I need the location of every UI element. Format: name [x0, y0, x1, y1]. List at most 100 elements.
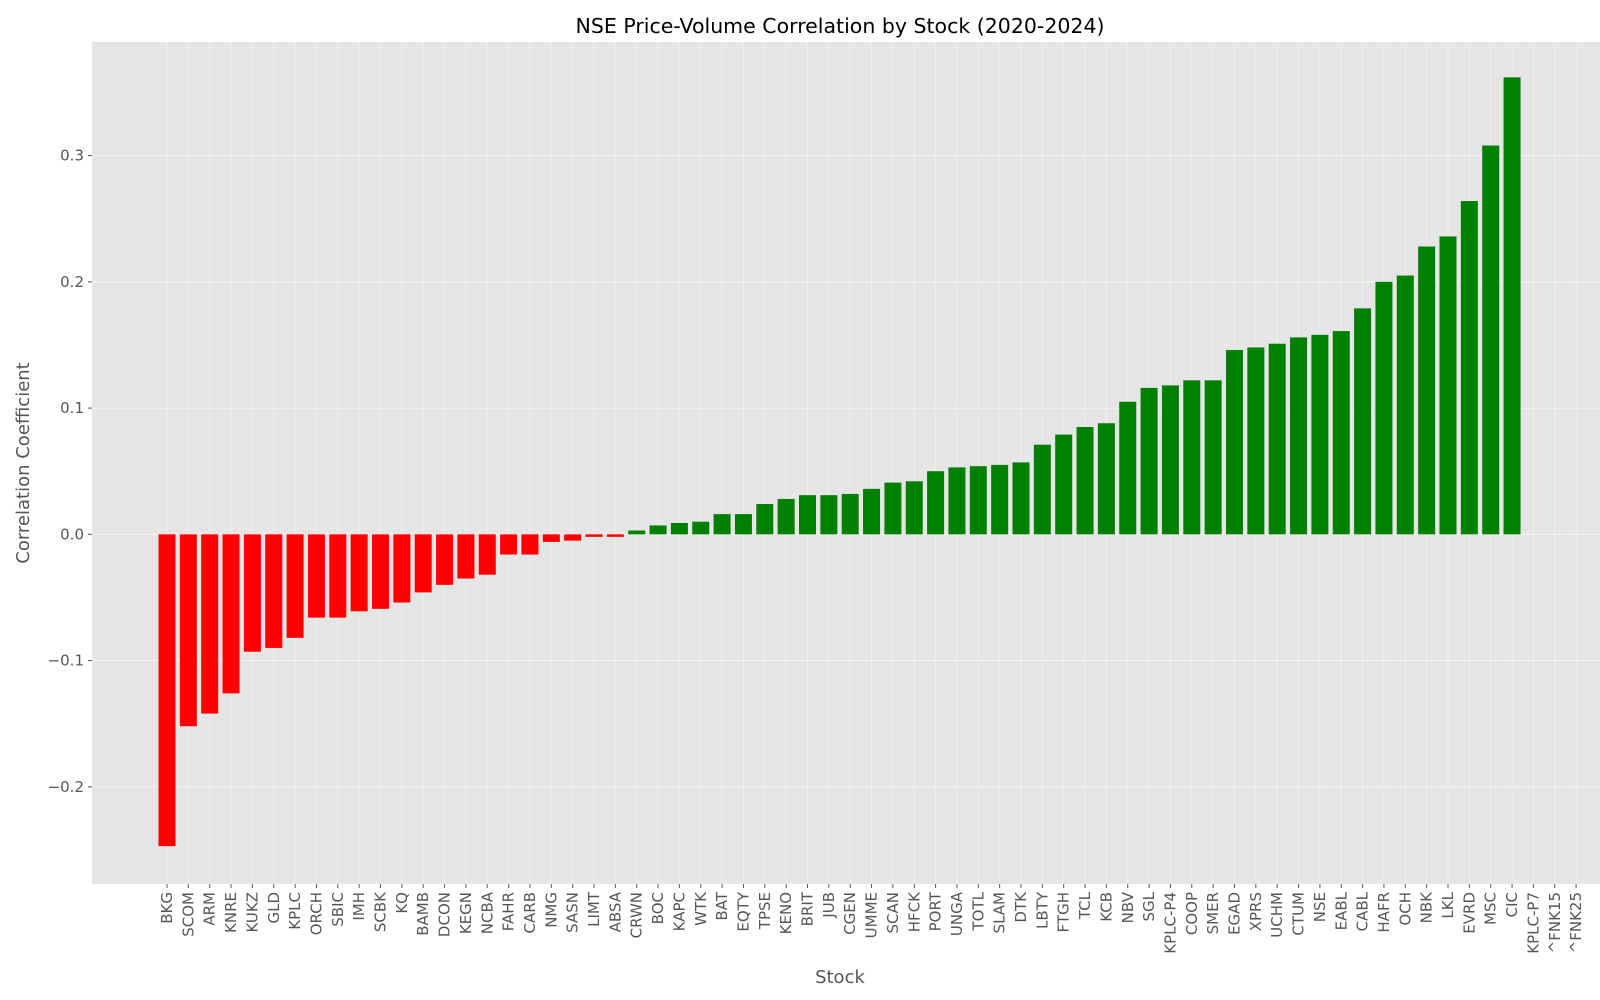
- x-axis-ticks: BKG SCOM ARM KNRE KUKZ GLD KPLC ORCH SBIC IMH SCBK…: [158, 884, 1585, 954]
- y-tick-label: 0.0: [60, 525, 84, 543]
- bar-tcl: [1076, 427, 1094, 535]
- x-tick-label: KNRE: [222, 892, 240, 933]
- bar-kukz: [243, 534, 261, 652]
- x-tick-label: EVRD: [1460, 892, 1478, 934]
- bar-orch: [307, 534, 325, 618]
- bar-umme: [863, 488, 881, 535]
- bar-nbv: [1119, 401, 1137, 535]
- x-tick-label: COOP: [1183, 892, 1201, 935]
- bar-imh: [350, 534, 368, 612]
- x-tick-label: JUB: [820, 892, 838, 919]
- bar-kplc-p4: [1161, 385, 1179, 535]
- bar-evrd: [1460, 201, 1478, 535]
- x-tick-label: BRIT: [799, 891, 817, 926]
- bar-knre: [222, 534, 240, 694]
- bar-port: [927, 471, 945, 535]
- x-tick-label: KPLC: [286, 892, 304, 930]
- x-tick-label: BKG: [158, 892, 176, 924]
- bar-unga: [948, 467, 966, 535]
- bar-bamb: [414, 534, 432, 593]
- bar-scan: [884, 482, 902, 535]
- x-tick-label: UCHM: [1268, 892, 1286, 938]
- x-tick-label: LIMT: [585, 891, 603, 927]
- x-tick-label: TOTL: [969, 891, 987, 931]
- bar-wtk: [692, 521, 710, 535]
- x-tick-label: IMH: [350, 892, 368, 921]
- x-tick-label: DCON: [436, 892, 454, 937]
- x-tick-label: CGEN: [841, 892, 859, 935]
- bar-smer: [1204, 380, 1222, 535]
- x-tick-label: NSE: [1311, 892, 1329, 922]
- bar-hafr: [1375, 281, 1393, 535]
- bar-xprs: [1247, 347, 1265, 535]
- bar-gld: [265, 534, 283, 648]
- x-tick-label: SBIC: [329, 892, 347, 927]
- bar-kcb: [1097, 423, 1115, 535]
- bar-nmg: [542, 534, 560, 542]
- bar-tpse: [756, 504, 774, 535]
- x-tick-label: KCB: [1097, 892, 1115, 922]
- bar-eabl: [1332, 331, 1350, 535]
- x-tick-label: CRWN: [628, 892, 646, 938]
- bar-och: [1396, 275, 1414, 535]
- x-tick-label: TCL: [1076, 891, 1094, 920]
- bars-group: [158, 77, 1521, 847]
- x-tick-label: KUKZ: [243, 892, 261, 933]
- bar-bkg: [158, 534, 176, 847]
- x-tick-label: FTGH: [1055, 892, 1073, 932]
- x-tick-label: SCAN: [884, 892, 902, 933]
- x-tick-label: CIC: [1503, 892, 1521, 917]
- x-tick-label: UMME: [863, 892, 881, 938]
- y-tick-label: 0.1: [60, 399, 84, 417]
- x-tick-label: NMG: [542, 892, 560, 928]
- bar-lbty: [1033, 444, 1051, 535]
- x-tick-label: SCBK: [372, 891, 390, 932]
- y-axis-ticks: −0.2 −0.1 0.0 0.1 0.2 0.3: [48, 147, 92, 796]
- bar-lkl: [1439, 236, 1457, 535]
- grid-lines: [92, 42, 1600, 884]
- bar-ncba: [478, 534, 496, 575]
- x-tick-label: KQ: [393, 892, 411, 914]
- y-tick-label: 0.2: [60, 273, 84, 291]
- x-tick-label: XPRS: [1247, 892, 1265, 931]
- x-tick-label: UNGA: [948, 891, 966, 936]
- bar-uchm: [1268, 343, 1286, 535]
- x-tick-label: BOC: [649, 892, 667, 924]
- bar-crwn: [628, 530, 646, 535]
- x-tick-label: KENO: [777, 892, 795, 934]
- bar-jub: [820, 495, 838, 535]
- x-tick-label: KAPC: [670, 892, 688, 931]
- plot-area: [92, 42, 1600, 884]
- bar-kq: [393, 534, 411, 603]
- x-tick-label: NBK: [1418, 891, 1436, 924]
- x-tick-label: TPSE: [756, 892, 774, 930]
- x-tick-label: WTK: [692, 891, 710, 926]
- bar-limt: [585, 534, 603, 537]
- bar-totl: [969, 466, 987, 535]
- bar-fahr: [500, 534, 518, 555]
- x-tick-label: EQTY: [734, 891, 752, 931]
- bar-nse: [1311, 334, 1329, 535]
- x-tick-label: KPLC-P4: [1161, 892, 1179, 954]
- bar-nbk: [1418, 246, 1436, 535]
- x-tick-label: CARB: [521, 892, 539, 933]
- bar-bat: [713, 514, 731, 535]
- x-tick-label: ARM: [201, 892, 219, 926]
- bar-ftgh: [1055, 434, 1073, 535]
- y-axis-label: Correlation Coefficient: [13, 362, 34, 563]
- x-tick-label: KPLC-P7: [1524, 892, 1542, 954]
- x-tick-label: BAT: [713, 891, 731, 920]
- x-tick-label: SCOM: [179, 892, 197, 937]
- x-tick-label: ^FNK25: [1567, 892, 1585, 953]
- x-tick-label: SMER: [1204, 892, 1222, 934]
- x-tick-label: OCH: [1396, 892, 1414, 926]
- x-tick-label: EGAD: [1226, 892, 1244, 935]
- bar-dcon: [436, 534, 454, 585]
- x-tick-label: CABL: [1354, 891, 1372, 931]
- y-tick-label: −0.1: [48, 652, 84, 670]
- bar-carb: [521, 534, 539, 555]
- bar-coop: [1183, 380, 1201, 535]
- bar-ctum: [1290, 337, 1308, 535]
- x-tick-label: EABL: [1332, 891, 1350, 930]
- x-tick-label: HAFR: [1375, 892, 1393, 933]
